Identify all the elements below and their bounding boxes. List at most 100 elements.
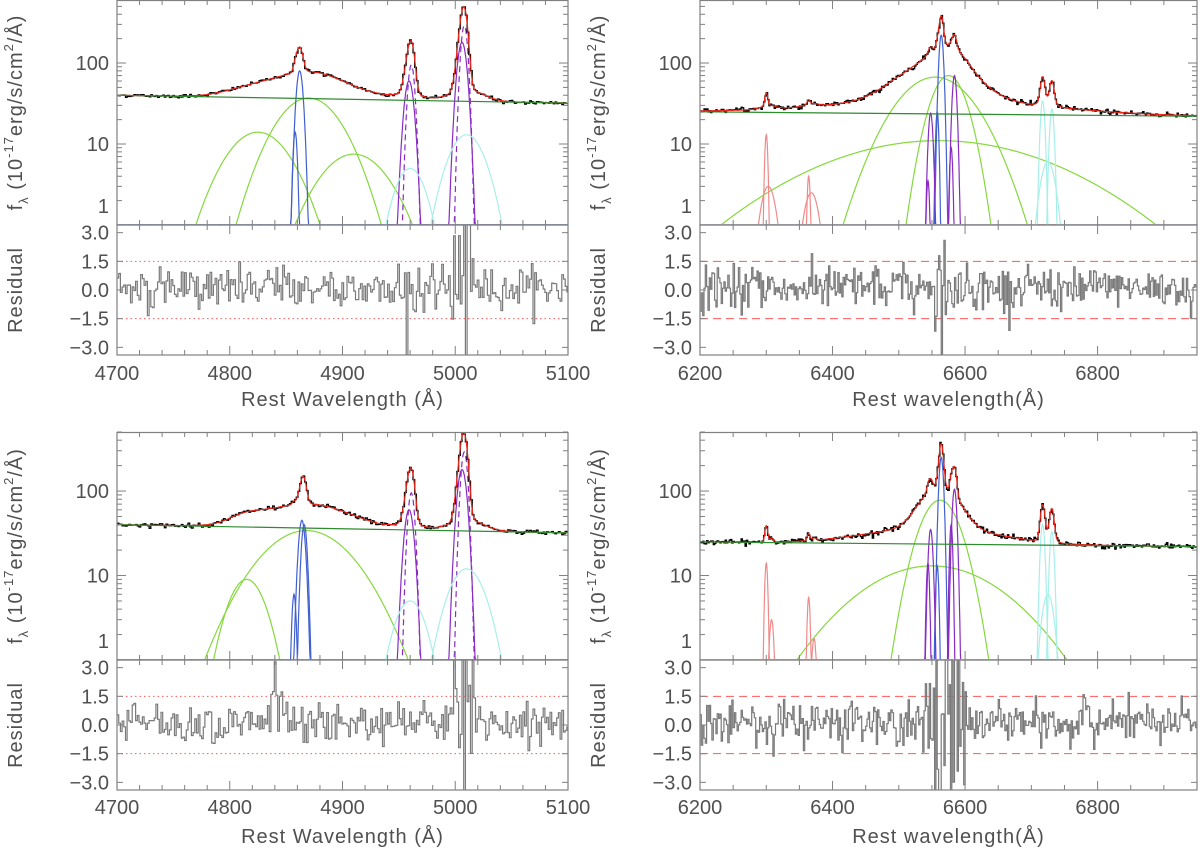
component-broad-line — [117, 530, 568, 660]
x-tick-label: 6200 — [678, 363, 723, 385]
x-axis-title: Rest Wavelength (Å) — [241, 388, 444, 411]
x-tick-label: 4800 — [208, 363, 253, 385]
residual-line — [117, 660, 568, 790]
component-oiii-line — [117, 80, 568, 225]
y-axis-title-exp: -17 — [1, 136, 16, 158]
y-axis-title-sq: 2 — [1, 477, 16, 485]
y-axis-title-sub: λ — [16, 196, 31, 204]
component-oiii-dashed-line — [117, 63, 568, 225]
x-tick-label: 6600 — [943, 363, 988, 385]
y-axis-title-sub: λ — [16, 630, 31, 638]
residual-tick-label: 0.0 — [664, 715, 692, 737]
y-tick-label: 100 — [76, 481, 109, 503]
y-axis-title-open: (10 — [588, 591, 610, 629]
residual-tick-label: 0.0 — [81, 715, 109, 737]
continuum-line — [117, 524, 568, 534]
residual-tick-label: −3.0 — [653, 772, 692, 794]
component-broad-line — [700, 76, 1197, 225]
y-axis-title-sq: 2 — [1, 43, 16, 51]
y-axis-title-f: f — [588, 637, 610, 644]
residual-tick-label: 1.5 — [664, 686, 692, 708]
panel-bottom-left: 4700 4800 4900 5000 5100 Rest Wavelength (Å) 1… — [1, 431, 590, 848]
continuum-line — [700, 111, 1197, 117]
panel-top-left: 4700 4800 4900 5000 5100 Rest Wavelength (Å) 1… — [1, 0, 590, 411]
residual-tick-label: 0.0 — [664, 280, 692, 302]
component-broad-line — [700, 565, 1197, 660]
y-axis-title-open: (10 — [5, 158, 27, 196]
spectrum-frame — [116, 0, 569, 226]
residual-line — [117, 225, 568, 355]
y-axis-title: fλ (10-17erg/s/cm2/Å) — [584, 448, 614, 644]
x-tick-label: 6800 — [1075, 797, 1120, 819]
y-tick-label: 10 — [87, 566, 109, 588]
spectrum-plot — [700, 14, 1197, 225]
component-broad-line — [117, 578, 568, 660]
x-axis-title: Rest wavelength(Å) — [852, 825, 1045, 848]
continuum-line — [700, 541, 1197, 548]
y-tick-label: 100 — [76, 53, 109, 75]
x-tick-label: 5000 — [433, 363, 478, 385]
residual-plot — [117, 660, 568, 790]
observed-spectrum-line — [117, 432, 568, 536]
spectrum-plot — [117, 5, 568, 225]
component-wing-line — [117, 134, 568, 225]
residual-tick-label: 1.5 — [664, 251, 692, 273]
y-axis-title-unit: erg/s/cm — [5, 485, 27, 570]
component-oiii-line — [700, 522, 1197, 660]
residual-tick-label: −3.0 — [70, 337, 109, 359]
y-axis-title-sub: λ — [599, 196, 614, 204]
component-broad-line — [117, 153, 568, 225]
y-axis-title-open: (10 — [588, 158, 610, 196]
x-tick-label: 4900 — [320, 797, 365, 819]
residual-tick-label: 3.0 — [81, 223, 109, 245]
y-axis-title: fλ (10-17erg/s/cm2/Å) — [584, 15, 614, 211]
residual-tick-label: −1.5 — [653, 309, 692, 331]
x-tick-label: 5000 — [433, 797, 478, 819]
observed-spectrum-line — [117, 6, 568, 106]
component-wing-line — [117, 568, 568, 660]
y-axis-title-f: f — [5, 637, 27, 644]
x-tick-label: 4900 — [320, 363, 365, 385]
y-tick-label: 1 — [681, 631, 692, 653]
residual-tick-label: −1.5 — [70, 744, 109, 766]
model-fit-line — [117, 5, 568, 104]
observed-spectrum-line — [700, 14, 1197, 118]
residual-tick-label: 1.5 — [81, 251, 109, 273]
residual-line — [700, 660, 1197, 790]
y-axis-title-f: f — [5, 204, 27, 211]
component-oiii-line — [700, 488, 1197, 660]
x-tick-label: 6400 — [810, 797, 855, 819]
y-tick-label: 10 — [87, 134, 109, 156]
component-oiii-dashed-line — [117, 451, 568, 660]
residual-frame — [116, 659, 569, 791]
y-axis-title: fλ (10-17erg/s/cm2/Å) — [1, 15, 31, 211]
y-tick-label: 1 — [98, 631, 109, 653]
spectrum-plot — [117, 432, 568, 660]
y-axis-title-exp: -17 — [1, 570, 16, 592]
y-axis-title-exp: -17 — [584, 570, 599, 592]
y-axis-title-unit: erg/s/cm — [5, 51, 27, 136]
component-broad-line — [700, 140, 1197, 225]
x-tick-label: 4700 — [95, 797, 140, 819]
residual-axis-title: Residual — [5, 682, 27, 768]
residual-plot — [700, 660, 1197, 790]
y-axis-title-exp: -17 — [584, 136, 599, 158]
spectrum-plot — [700, 441, 1197, 660]
y-tick-label: 1 — [98, 196, 109, 218]
component-oiii-line — [117, 41, 568, 225]
x-tick-label: 6800 — [1075, 363, 1120, 385]
x-axis-title: Rest Wavelength (Å) — [241, 825, 444, 848]
component-narrow-line — [117, 519, 568, 660]
y-axis-title-sq: 2 — [584, 43, 599, 51]
continuum-line — [117, 94, 568, 104]
component-oiii-line — [700, 145, 1197, 225]
x-tick-label: 6200 — [678, 797, 723, 819]
model-fit-line — [117, 432, 568, 534]
x-axis-title: Rest wavelength(Å) — [852, 388, 1045, 411]
residual-axis-title: Residual — [588, 682, 610, 768]
y-axis-title-unit: erg/s/cm — [588, 485, 610, 570]
residual-tick-label: 3.0 — [664, 223, 692, 245]
model-fit-line — [700, 442, 1197, 548]
panel-top-right: 6200 6400 6600 6800 Rest wavelength(Å) 1 10 100… — [584, 0, 1198, 411]
